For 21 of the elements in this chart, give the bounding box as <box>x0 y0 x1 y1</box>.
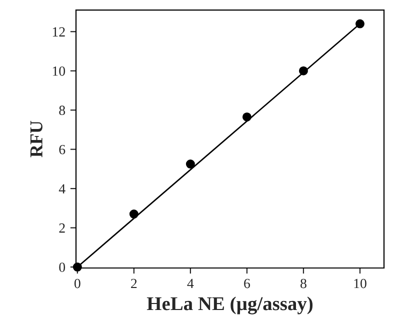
point <box>298 66 308 76</box>
x-tick-label: 8 <box>300 278 306 288</box>
x-tick-label: 4 <box>187 278 194 288</box>
y-tick-label: 6 <box>59 144 66 154</box>
x-axis-title: HeLa NE (µg/assay) <box>146 296 313 314</box>
point <box>72 262 82 272</box>
y-tick-label: 8 <box>59 106 66 116</box>
x-tick-label: 0 <box>74 278 80 288</box>
point <box>186 160 195 169</box>
y-tick-label: 12 <box>52 27 65 36</box>
x-tick-label: 2 <box>131 278 137 288</box>
y-axis-title: RFU <box>30 120 42 158</box>
x-tick-label: 10 <box>354 278 366 288</box>
y-tick-label: 2 <box>59 223 65 233</box>
y-tick-label: 0 <box>59 262 66 272</box>
point <box>355 19 364 28</box>
point <box>242 112 252 122</box>
point <box>129 210 138 219</box>
y-tick-label: 10 <box>52 66 66 76</box>
y-tick-label: 4 <box>58 184 66 194</box>
x-tick-label: 6 <box>244 278 250 288</box>
